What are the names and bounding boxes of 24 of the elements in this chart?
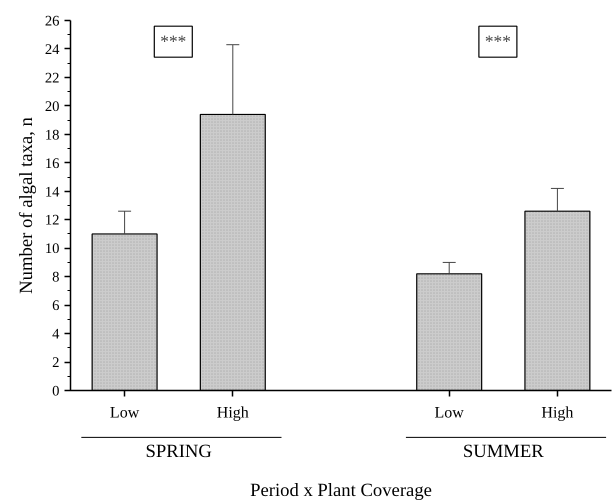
y-tick-label: 0: [52, 384, 60, 400]
x-tick-label: Low: [434, 404, 464, 422]
x-tick-label: High: [216, 404, 249, 422]
y-axis-title: Number of algal taxa, n: [16, 116, 37, 294]
y-tick-label: 26: [44, 14, 60, 30]
y-tick-label: 14: [44, 184, 60, 200]
y-tick-label: 20: [44, 98, 60, 115]
y-tick-label: 10: [44, 241, 60, 258]
y-tick-label: 2: [52, 355, 60, 372]
annotation: ***: [160, 32, 186, 52]
annotation: ***: [484, 32, 511, 52]
y-tick-label: 16: [44, 156, 60, 172]
x-axis-title: Period x Plant Coverage: [250, 480, 432, 502]
text: SUMMER: [462, 440, 544, 462]
y-tick-label: 8: [52, 270, 60, 286]
text: SPRING: [146, 440, 212, 462]
y-tick-label: 12: [44, 212, 60, 229]
y-tick-label: 4: [52, 326, 60, 343]
y-tick-label: 6: [52, 298, 60, 314]
x-tick-label: High: [541, 404, 574, 422]
y-tick-label: 24: [44, 42, 60, 58]
y-tick-label: 18: [44, 127, 60, 144]
y-tick-label: 22: [44, 70, 60, 86]
x-tick-label: Low: [110, 404, 140, 422]
